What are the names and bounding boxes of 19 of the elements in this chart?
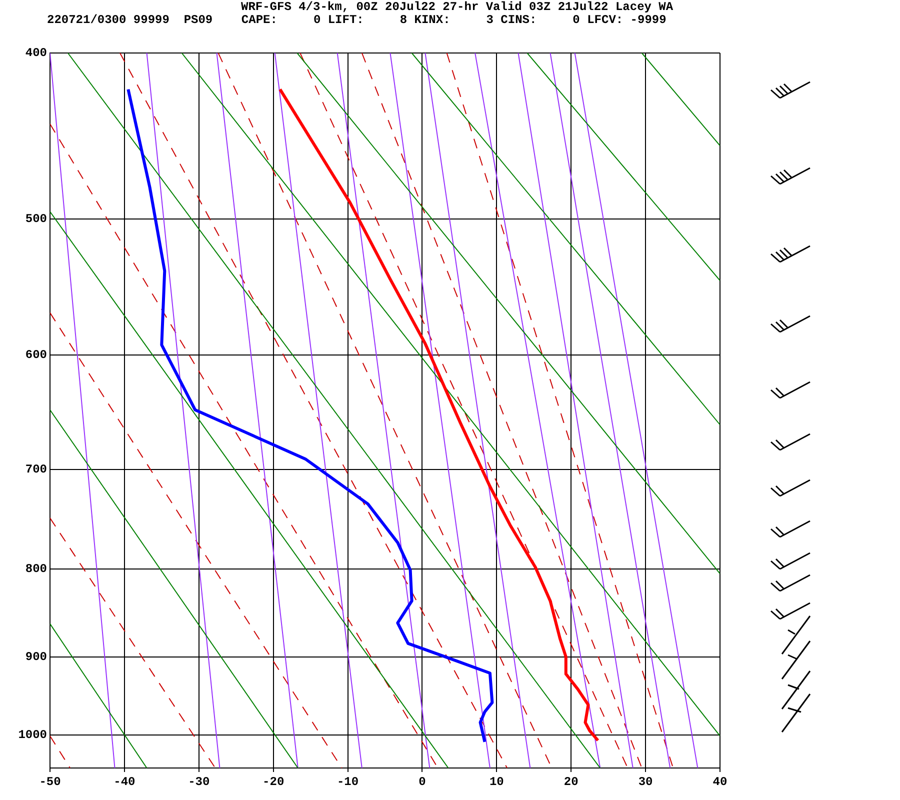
y-tick-label: 400 (25, 46, 47, 60)
x-tick-label: -40 (114, 775, 136, 790)
y-tick-label: 900 (25, 650, 47, 664)
y-tick-label: 500 (25, 212, 47, 226)
x-tick-label: -50 (39, 775, 61, 790)
x-tick-label: 40 (712, 775, 728, 790)
x-tick-label: 20 (564, 775, 578, 790)
chart-title: WRF-GFS 4/3-km, 00Z 20Jul22 27-hr Valid 03Z 21Jul22 Lacey WA (241, 0, 674, 14)
y-tick-label: 800 (25, 562, 47, 576)
y-tick-label: 600 (25, 348, 47, 362)
x-tick-label: -10 (336, 775, 359, 790)
y-tick-label: 1000 (18, 728, 47, 742)
x-tick-label: -30 (188, 775, 210, 790)
chart-subtitle: 220721/0300 99999 PS09 CAPE: 0 LIFT: 8 KINX: 3 CINS: 0 LFCV: -9999 (47, 13, 666, 27)
x-tick-label: 10 (489, 775, 504, 790)
x-tick-label: 0 (418, 775, 426, 790)
x-tick-label: 30 (638, 775, 653, 790)
x-tick-label: -20 (262, 775, 284, 790)
y-tick-label: 700 (25, 462, 47, 477)
